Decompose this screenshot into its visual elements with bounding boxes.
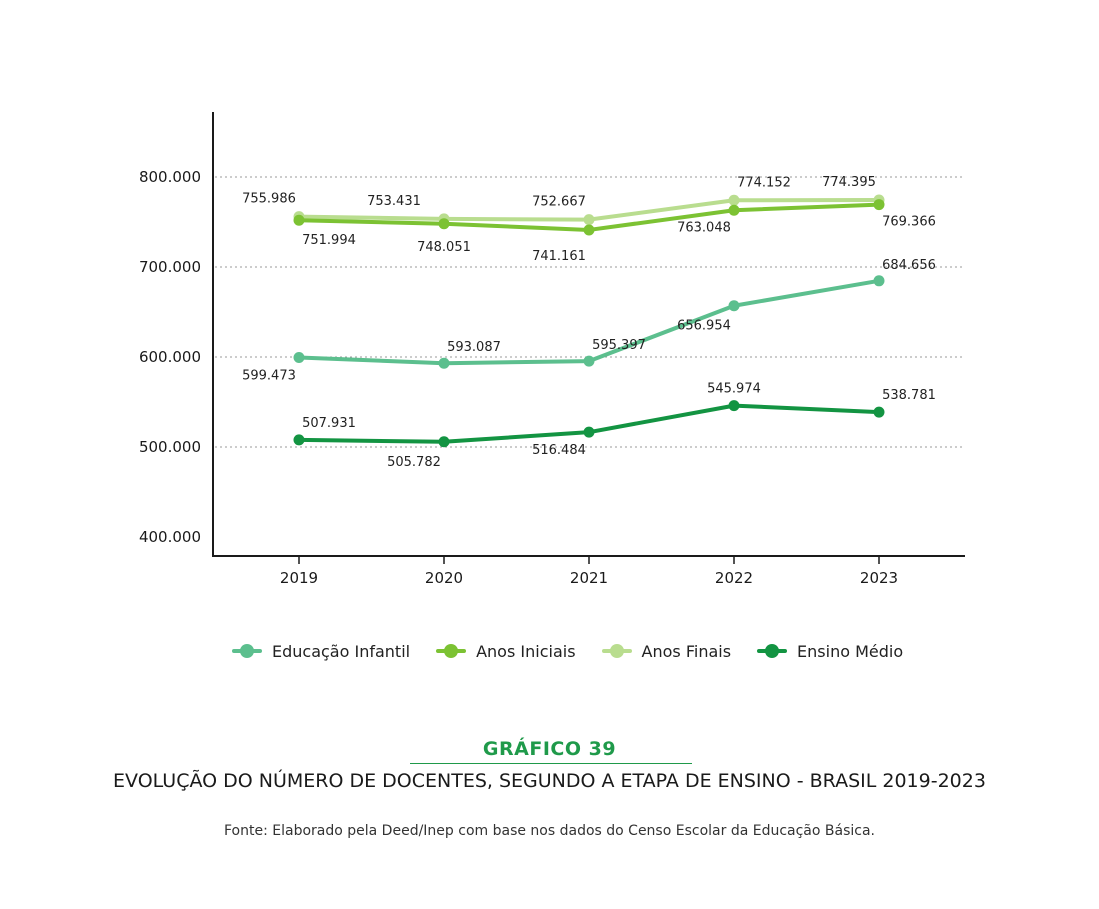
x-tick-label-2022: 2022 bbox=[715, 569, 753, 587]
axes bbox=[212, 112, 965, 557]
legend-label-anos-finais: Anos Finais bbox=[641, 641, 732, 661]
data-label-ensino-medio-2021: 516.484 bbox=[532, 443, 586, 458]
figure-number: GRÁFICO 39 bbox=[482, 738, 617, 760]
data-label-ensino-medio-2019: 507.931 bbox=[302, 416, 356, 431]
x-tick-label-2020: 2020 bbox=[425, 569, 463, 587]
point-anos-iniciais-2021 bbox=[583, 224, 595, 236]
point-anos-iniciais-2020 bbox=[438, 218, 450, 230]
legend-item-educacao-infantil: Educação Infantil bbox=[232, 642, 410, 661]
point-anos-finais-2021 bbox=[583, 214, 595, 226]
y-tick-label-600.000: 600.000 bbox=[139, 348, 201, 366]
figure-title: EVOLUÇÃO DO NÚMERO DE DOCENTES, SEGUNDO … bbox=[113, 770, 986, 792]
legend-swatch-anos-iniciais bbox=[436, 644, 467, 658]
data-label-ensino-medio-2022: 545.974 bbox=[707, 382, 761, 397]
caption-divider bbox=[410, 763, 692, 764]
point-educacao-infantil-2020 bbox=[438, 357, 450, 369]
data-label-anos-iniciais-2022: 763.048 bbox=[677, 220, 731, 235]
point-ensino-medio-2019 bbox=[293, 434, 305, 446]
data-label-educacao-infantil-2021: 595.397 bbox=[592, 338, 646, 353]
data-label-anos-iniciais-2023: 769.366 bbox=[882, 215, 936, 230]
data-labels: 599.473 593.087 595.397 656.954 684.656 507.9… bbox=[242, 175, 936, 470]
y-tick-label-400.000: 400.000 bbox=[139, 528, 201, 546]
data-label-anos-finais-2019: 755.986 bbox=[242, 192, 296, 207]
legend-label-educacao-infantil: Educação Infantil bbox=[272, 641, 411, 661]
data-label-anos-finais-2022: 774.152 bbox=[737, 175, 791, 190]
point-anos-iniciais-2022 bbox=[728, 204, 740, 216]
data-label-educacao-infantil-2023: 684.656 bbox=[882, 258, 936, 273]
legend-item-anos-finais: Anos Finais bbox=[601, 641, 732, 661]
x-tick-label-2019: 2019 bbox=[280, 569, 318, 587]
x-tick-label-2021: 2021 bbox=[570, 569, 608, 587]
legend-swatch-anos-finais bbox=[601, 644, 632, 658]
series-line-educacao-infantil bbox=[297, 278, 881, 366]
data-label-anos-finais-2020: 753.431 bbox=[367, 194, 421, 209]
point-ensino-medio-2021 bbox=[583, 426, 595, 438]
legend-label-ensino-medio: Ensino Médio bbox=[797, 641, 904, 661]
data-label-anos-iniciais-2019: 751.994 bbox=[302, 233, 356, 248]
legend-item-anos-iniciais: Anos Iniciais bbox=[436, 641, 576, 661]
series bbox=[293, 194, 885, 448]
point-educacao-infantil-2022 bbox=[728, 300, 740, 312]
data-label-anos-iniciais-2020: 748.051 bbox=[417, 240, 471, 255]
data-label-educacao-infantil-2020: 593.087 bbox=[447, 340, 501, 355]
data-label-educacao-infantil-2022: 656.954 bbox=[677, 319, 731, 334]
point-educacao-infantil-2023 bbox=[873, 275, 885, 287]
line-chart: 400.000 500.000 600.000 700.000 800.000 2019… bbox=[139, 112, 965, 587]
point-ensino-medio-2023 bbox=[873, 406, 885, 418]
data-label-anos-iniciais-2021: 741.161 bbox=[532, 249, 586, 264]
figure-source: Fonte: Elaborado pela Deed/Inep com base… bbox=[224, 823, 875, 839]
point-ensino-medio-2020 bbox=[438, 436, 450, 448]
legend-swatch-ensino-medio bbox=[757, 644, 788, 658]
legend-label-anos-iniciais: Anos Iniciais bbox=[476, 641, 576, 661]
point-anos-iniciais-2019 bbox=[293, 214, 305, 226]
y-tick-label-700.000: 700.000 bbox=[139, 258, 201, 276]
data-label-anos-finais-2023: 774.395 bbox=[822, 175, 876, 190]
y-tick-label-800.000: 800.000 bbox=[139, 168, 201, 186]
data-label-ensino-medio-2023: 538.781 bbox=[882, 388, 936, 403]
point-educacao-infantil-2021 bbox=[583, 355, 595, 367]
data-label-educacao-infantil-2019: 599.473 bbox=[242, 368, 296, 383]
x-tick-labels: 2019 2020 2021 2022 2023 bbox=[280, 557, 898, 587]
point-ensino-medio-2022 bbox=[728, 400, 740, 412]
legend-swatch-educacao-infantil bbox=[232, 644, 262, 658]
data-label-ensino-medio-2020: 505.782 bbox=[387, 455, 441, 470]
y-tick-labels: 400.000 500.000 600.000 700.000 800.000 bbox=[139, 168, 201, 546]
x-tick-label-2023: 2023 bbox=[860, 569, 898, 587]
point-anos-iniciais-2023 bbox=[873, 199, 885, 211]
point-anos-finais-2022 bbox=[728, 194, 740, 206]
chart-legend: Educação Infantil Anos Iniciais Anos Fin… bbox=[232, 638, 972, 664]
y-tick-label-500.000: 500.000 bbox=[139, 438, 201, 456]
point-educacao-infantil-2019 bbox=[293, 351, 305, 363]
data-label-anos-finais-2021: 752.667 bbox=[532, 195, 586, 210]
legend-item-ensino-medio: Ensino Médio bbox=[757, 642, 903, 661]
